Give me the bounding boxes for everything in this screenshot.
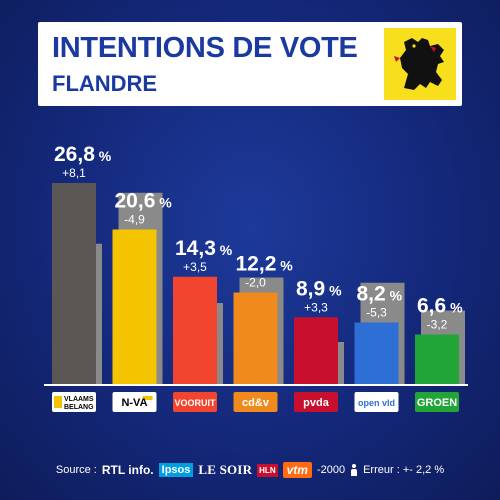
- party-logo: cd&v: [233, 392, 278, 412]
- flemish-lion-flag-icon: [384, 28, 456, 100]
- value-label: 14,3 %: [175, 237, 233, 260]
- party-logo-background: [354, 392, 399, 412]
- percent-sign: %: [325, 282, 342, 298]
- party-logo-text: VLAAMS: [64, 396, 94, 403]
- hln-logo: HLN: [257, 463, 278, 477]
- party-logo-text: BELANG: [64, 404, 94, 411]
- party-logo-background: [173, 392, 217, 412]
- value-label: 26,8 %: [54, 143, 112, 166]
- value-number: 12,2: [236, 253, 277, 276]
- value-label: 8,2 %: [357, 283, 403, 306]
- rtl-info-logo: RTL info.: [101, 463, 154, 477]
- sample-size: -2000: [316, 464, 346, 476]
- party-logo: VOORUIT: [173, 392, 217, 412]
- party-logo-background: [233, 392, 278, 412]
- person-icon: [350, 464, 358, 476]
- change-label: +3,3: [304, 300, 328, 314]
- value-number: 8,2: [357, 283, 386, 306]
- footer: Source : RTL info. Ipsos LE SOIR HLN vtm…: [0, 458, 500, 482]
- percent-sign: %: [446, 300, 463, 316]
- party-logo: open vld: [354, 392, 399, 412]
- value-number: 8,9: [296, 277, 325, 300]
- party-logo-background: [294, 392, 338, 412]
- party-logo-text: open vld: [358, 398, 395, 408]
- change-label: +8,1: [62, 166, 86, 180]
- party-logo-mark: [54, 396, 62, 408]
- percent-sign: %: [386, 288, 403, 304]
- value-number: 14,3: [175, 237, 216, 260]
- chart-title: INTENTIONS DE VOTE: [52, 32, 358, 64]
- value-number: 20,6: [115, 190, 156, 213]
- error-margin: Erreur : +- 2,2 %: [363, 464, 445, 476]
- value-number: 6,6: [417, 295, 446, 318]
- party-logo-text: VOORUIT: [174, 398, 216, 408]
- party-logo-mark: [142, 396, 153, 400]
- value-label: 12,2 %: [236, 253, 294, 276]
- current-result-bar: [173, 276, 217, 384]
- party-logo-text: GROEN: [417, 397, 457, 409]
- current-result-bar: [233, 292, 278, 384]
- party-logo: N-VA: [112, 392, 157, 412]
- party-logo-text: pvda: [303, 397, 330, 409]
- party-logo-background: [52, 392, 96, 412]
- change-label: +3,5: [183, 260, 207, 274]
- value-label: 8,9 %: [296, 277, 342, 300]
- chart-subtitle: FLANDRE: [52, 71, 158, 96]
- party-logo-text: cd&v: [242, 397, 270, 409]
- percent-sign: %: [216, 242, 233, 258]
- change-label: -5,3: [366, 306, 387, 320]
- vtm-logo: vtm: [282, 462, 312, 478]
- current-result-bar: [415, 334, 459, 384]
- current-result-bar: [354, 322, 399, 384]
- value-number: 26,8: [54, 143, 95, 166]
- ipsos-logo: Ipsos: [158, 463, 194, 477]
- header-panel: INTENTIONS DE VOTE FLANDRE: [38, 22, 462, 106]
- current-result-bar: [52, 183, 96, 384]
- change-label: -3,2: [427, 318, 448, 332]
- party-logo: pvda: [294, 392, 338, 412]
- value-label: 6,6 %: [417, 295, 463, 318]
- party-logo-text: N-VA: [121, 397, 147, 409]
- change-label: -2,0: [245, 276, 266, 290]
- party-logo: GROEN: [415, 392, 459, 412]
- percent-sign: %: [155, 195, 172, 211]
- party-logo-background: [415, 392, 459, 412]
- change-label: -4,9: [124, 213, 145, 227]
- current-result-bar: [112, 229, 157, 384]
- value-label: 20,6 %: [115, 190, 173, 213]
- current-result-bar: [294, 317, 338, 384]
- source-label: Source :: [55, 464, 97, 476]
- percent-sign: %: [276, 258, 293, 274]
- percent-sign: %: [95, 148, 112, 164]
- le-soir-logo: LE SOIR: [198, 462, 253, 477]
